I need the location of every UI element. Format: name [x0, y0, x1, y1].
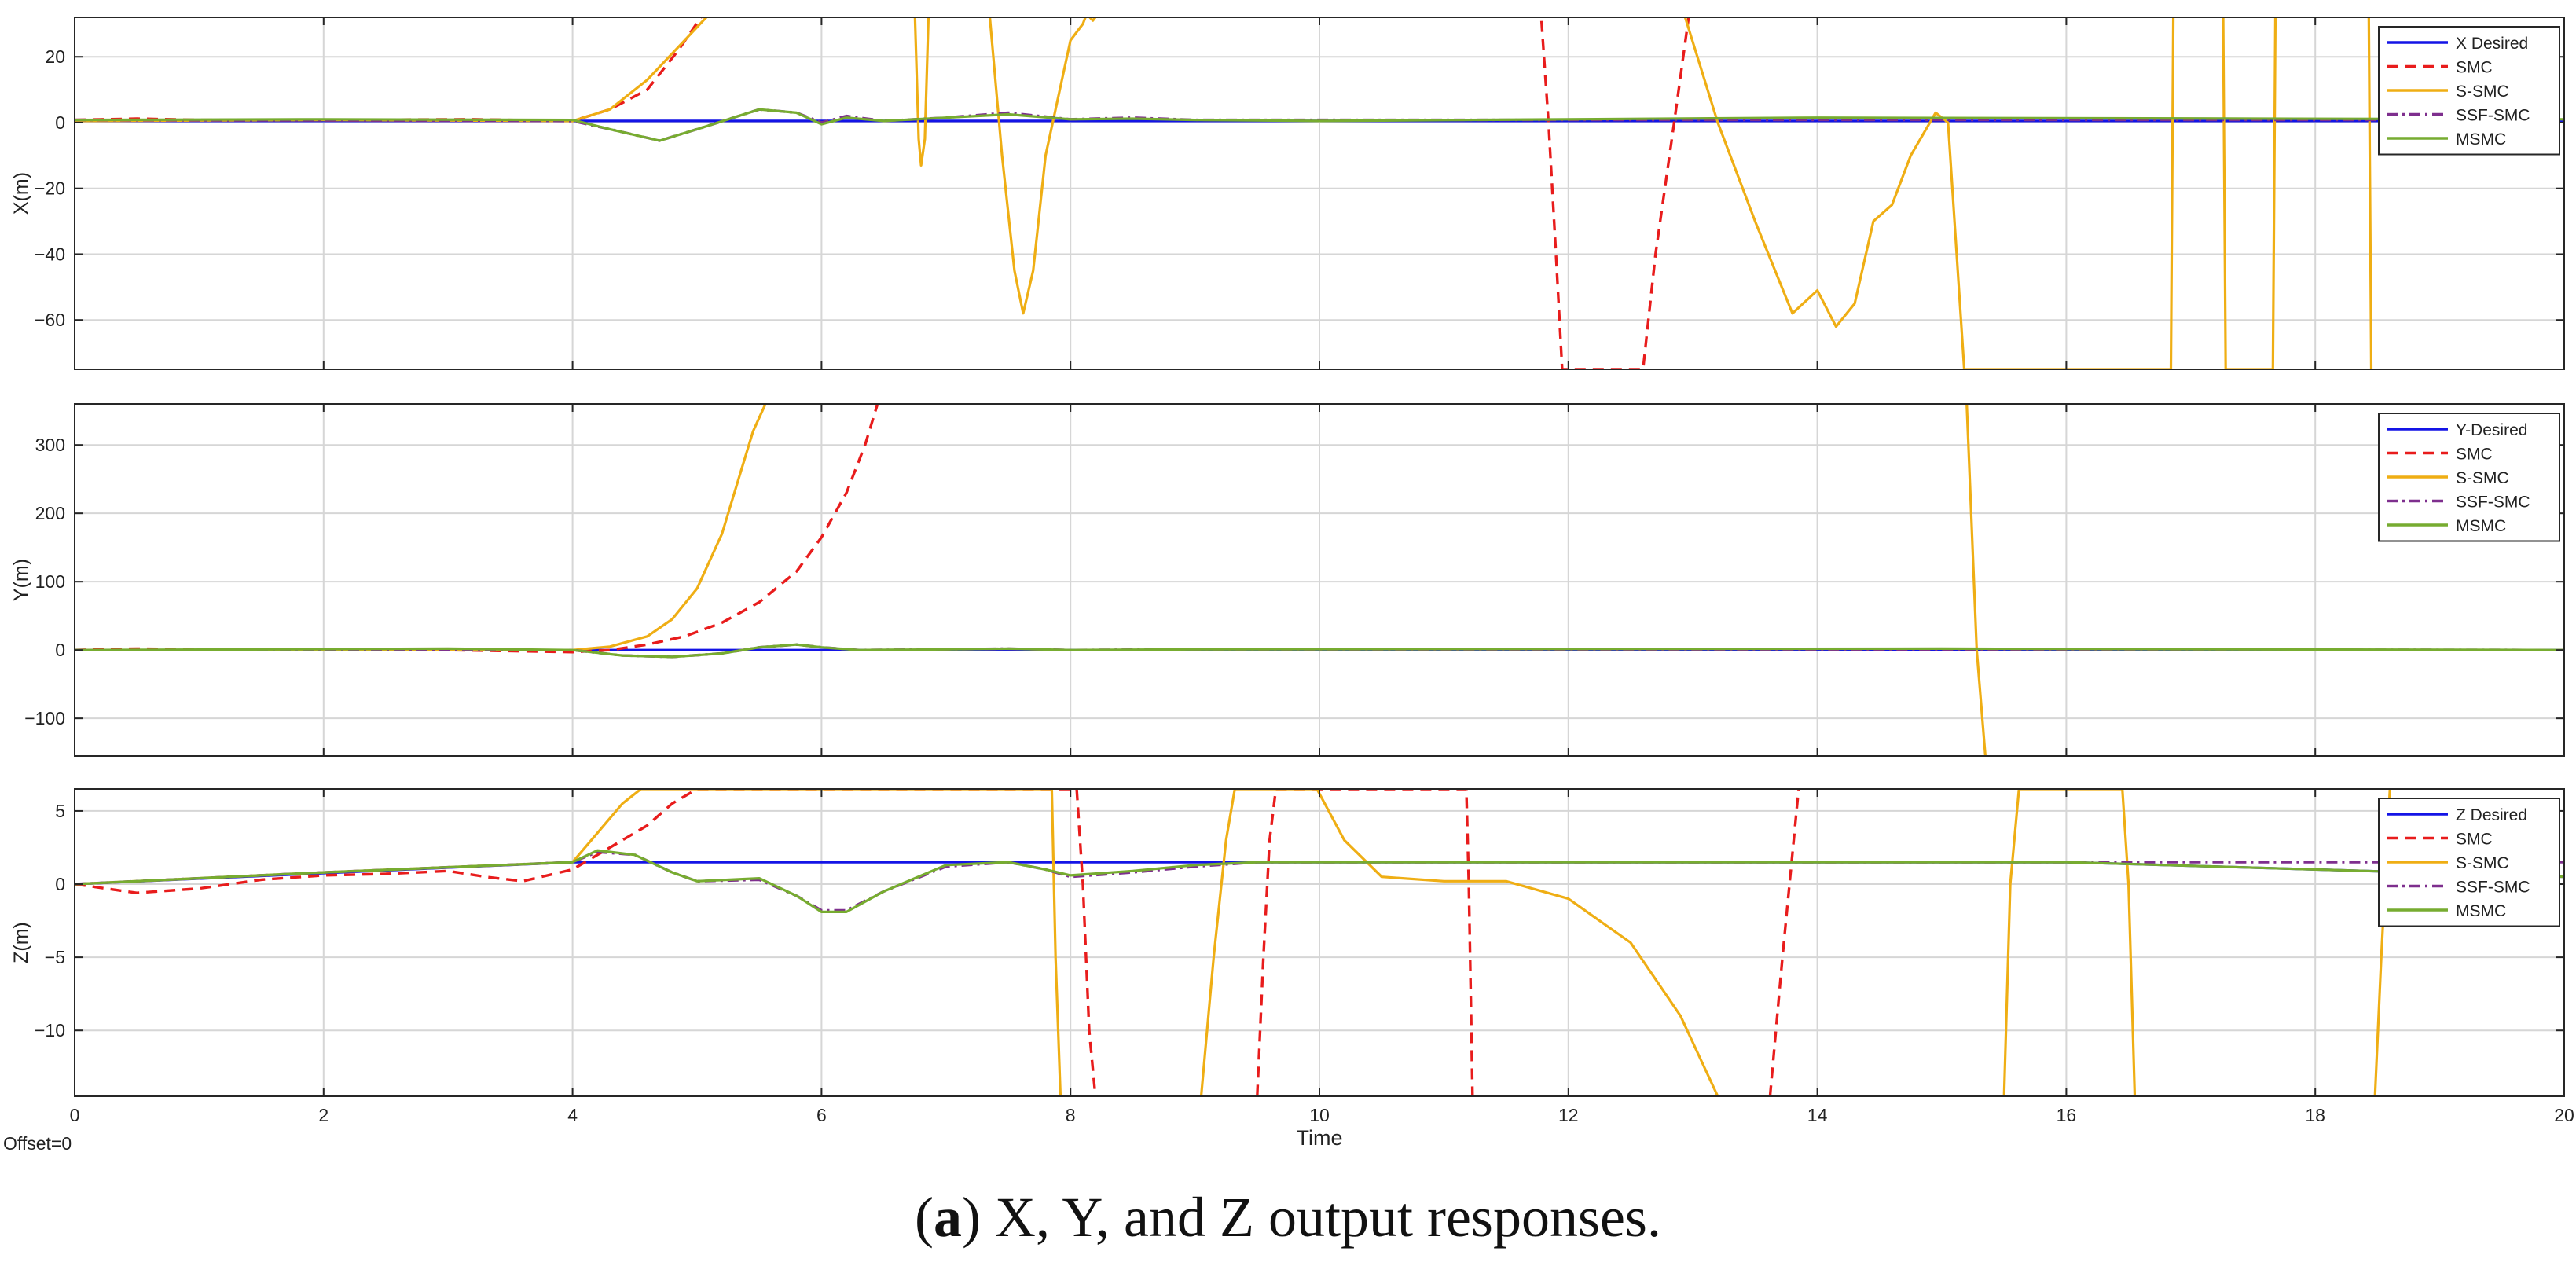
legend-entry: SMC: [2456, 446, 2493, 464]
x-axis-label: Time: [1297, 1126, 1343, 1150]
legend-entry: X Desired: [2456, 35, 2528, 53]
x-tick-label: 18: [2305, 1105, 2325, 1125]
legend-entry: Z Desired: [2456, 806, 2527, 824]
legend-entry: SSF-SMC: [2456, 107, 2530, 125]
series-line-msmc: [75, 108, 2564, 142]
x-tick-label: 8: [1066, 1105, 1076, 1125]
legend: Y-Desired SMC S-SMC SSF-SMC MSMC: [2378, 413, 2560, 542]
legend-entry: MSMC: [2456, 130, 2506, 149]
legend-entry: SMC: [2456, 59, 2493, 77]
y-tick-label: 0: [55, 112, 65, 133]
legend-entry: S-SMC: [2456, 854, 2509, 872]
chart-panel-1: 20 0 −20 −40 −60 X(m) X Desired SMC S-SMC SSF-SMC…: [10, 17, 2565, 370]
legend-entry: SSF-SMC: [2456, 879, 2530, 897]
series-line-s-smc: [75, 404, 1987, 756]
legend-entry: SSF-SMC: [2456, 494, 2530, 512]
caption-label: a: [934, 1186, 963, 1249]
y-tick-label: −20: [35, 178, 65, 199]
x-tick-label: 20: [2554, 1105, 2574, 1125]
chart-panel-3: 5 0 −5 −10 0 2 4 6 8 10 12 14 16 18 20 Z(m) Time Z Desire…: [10, 788, 2574, 1150]
legend: X Desired SMC S-SMC SSF-SMC MSMC: [2378, 26, 2560, 156]
y-axis-label: X(m): [10, 172, 32, 215]
y-tick-label: 0: [55, 640, 65, 660]
y-tick-label: 20: [45, 46, 65, 67]
y-tick-label: −60: [35, 310, 65, 330]
series-line-msmc: [75, 643, 2564, 659]
y-axis-label: Z(m): [10, 922, 32, 963]
offset-label: Offset=0: [3, 1133, 72, 1154]
series-line-smc: [75, 789, 1800, 1096]
series-group: [75, 789, 2564, 1096]
y-tick-label: 100: [35, 571, 65, 592]
x-tick-label: 4: [567, 1105, 578, 1125]
legend-entry: MSMC: [2456, 517, 2506, 535]
caption-text: ) X, Y, and Z output responses.: [962, 1186, 1661, 1249]
series-line-msmc: [75, 849, 2564, 914]
series-line-s-smc: [75, 17, 2373, 369]
y-tick-label: 5: [55, 801, 65, 821]
series-group: [75, 17, 2564, 369]
y-tick-label: −100: [24, 708, 65, 728]
x-tick-label: 12: [1558, 1105, 1579, 1125]
legend-entry: S-SMC: [2456, 469, 2509, 487]
chart-panel-2: 300 200 100 0 −100 Y(m) Y-Desired SMC S-SMC SSF-S…: [10, 403, 2565, 757]
series-line-s-smc: [75, 789, 2391, 1096]
y-tick-label: 0: [55, 874, 65, 894]
series-line-ssf-smc: [75, 108, 2564, 142]
y-tick-label: −5: [45, 947, 65, 967]
y-tick-label: 300: [35, 435, 65, 455]
x-tick-label: 0: [70, 1105, 80, 1125]
legend-entry: MSMC: [2456, 902, 2506, 920]
y-tick-label: 200: [35, 503, 65, 523]
x-tick-label: 2: [318, 1105, 328, 1125]
x-tick-label: 6: [816, 1105, 827, 1125]
y-tick-label: −10: [35, 1020, 65, 1040]
x-tick-label: 10: [1309, 1105, 1330, 1125]
y-axis-label: Y(m): [10, 559, 32, 601]
x-tick-label: 14: [1807, 1105, 1828, 1125]
figure-caption: (a) X, Y, and Z output responses.: [915, 1186, 1661, 1249]
series-group: [75, 404, 2564, 756]
x-tick-label: 16: [2057, 1105, 2077, 1125]
legend-entry: Y-Desired: [2456, 421, 2527, 439]
legend-entry: SMC: [2456, 831, 2493, 849]
legend-entry: S-SMC: [2456, 83, 2509, 101]
y-tick-label: −40: [35, 244, 65, 264]
legend: Z Desired SMC S-SMC SSF-SMC MSMC: [2378, 798, 2560, 927]
